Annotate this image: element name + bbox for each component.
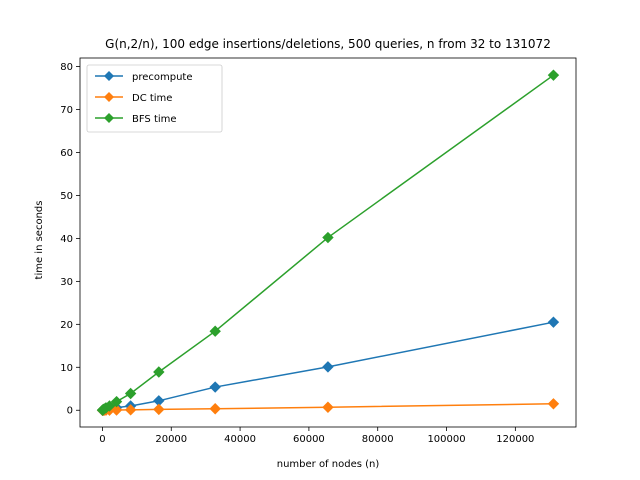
x-tick-label: 20000 (155, 434, 187, 445)
data-point (547, 316, 560, 328)
y-tick-label: 80 (60, 62, 73, 73)
x-tick-label: 80000 (362, 434, 394, 445)
data-point (153, 366, 165, 378)
legend-box (86, 64, 223, 133)
x-tick-label: 100000 (427, 434, 465, 445)
data-point (322, 231, 334, 244)
y-tick-label: 40 (60, 234, 73, 245)
data-point (153, 403, 165, 416)
data-point (209, 403, 221, 415)
legend-item: precompute (95, 71, 193, 83)
y-tick-label: 20 (60, 320, 73, 331)
y-tick-label: 60 (60, 148, 73, 159)
series-2 (96, 69, 560, 416)
data-point (322, 401, 334, 413)
data-point (103, 400, 116, 412)
data-point (209, 381, 221, 393)
y-axis-label: time in seconds (34, 201, 45, 280)
data-point (209, 325, 221, 337)
x-axis-label: number of nodes (n) (277, 459, 380, 470)
legend-item: BFS time (95, 113, 177, 125)
data-point (322, 361, 334, 373)
x-tick-label: 60000 (293, 434, 325, 445)
legend-label: DC time (132, 93, 172, 104)
series-layer (96, 69, 560, 416)
y-tick-label: 0 (67, 406, 73, 417)
data-point (110, 395, 123, 408)
legend-item: DC time (95, 92, 172, 104)
x-tick-label: 40000 (224, 434, 256, 445)
legend-label: BFS time (132, 114, 177, 125)
y-tick-label: 10 (60, 363, 73, 374)
data-point (547, 69, 560, 81)
x-tick-label: 120000 (496, 434, 534, 445)
x-tick-label: 0 (99, 434, 105, 445)
axes-layer: 0 20000 40000 60000 80000 100000 120000 0 10 20 30… (60, 57, 577, 445)
legend: precompute DC time BFS time (86, 64, 223, 133)
legend-marker (104, 71, 114, 81)
legend-marker (104, 113, 114, 123)
legend-marker (104, 92, 114, 102)
data-point (110, 404, 123, 416)
legend-label: precompute (132, 72, 193, 83)
axes-frame (79, 57, 577, 428)
chart-title: G(n,2/n), 100 edge insertions/deletions,… (105, 37, 551, 51)
data-point (547, 398, 560, 410)
y-tick-label: 30 (60, 277, 73, 288)
data-point (124, 404, 137, 416)
y-tick-label: 70 (60, 105, 73, 116)
data-point (124, 387, 137, 400)
y-tick-label: 50 (60, 191, 73, 202)
